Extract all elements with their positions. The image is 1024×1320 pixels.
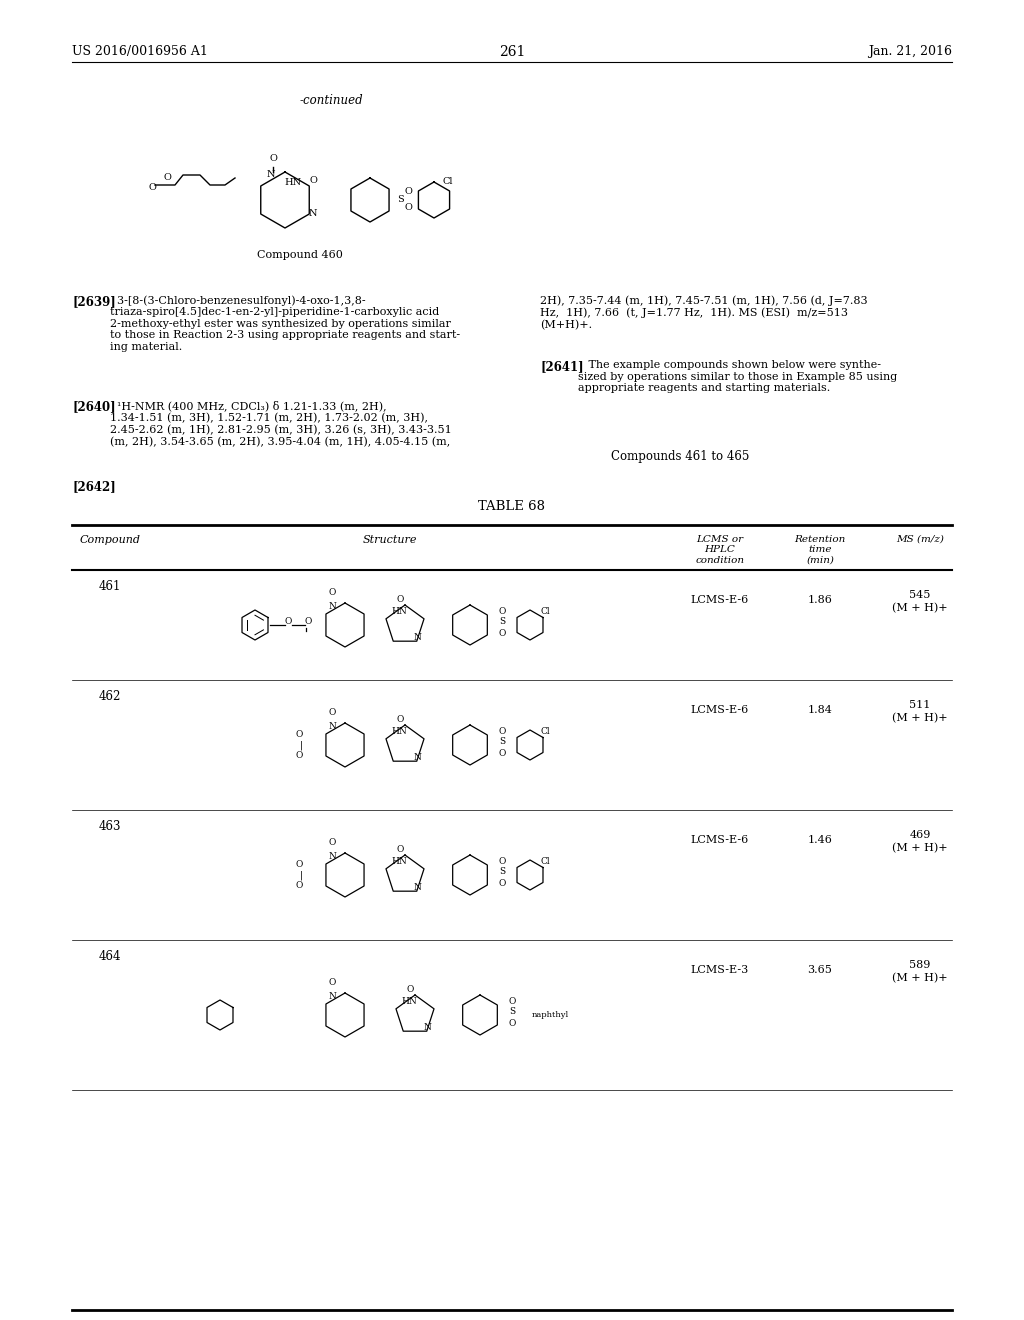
Text: Cl: Cl — [541, 857, 550, 866]
Text: O: O — [499, 879, 506, 887]
Text: [2640]: [2640] — [72, 400, 116, 413]
Text: N: N — [328, 722, 336, 731]
Text: 261: 261 — [499, 45, 525, 59]
Text: O: O — [499, 607, 506, 616]
Text: O: O — [499, 628, 506, 638]
Text: 463: 463 — [98, 820, 121, 833]
Text: O: O — [499, 858, 506, 866]
Text: O: O — [269, 154, 276, 164]
Text: N: N — [423, 1023, 431, 1031]
Text: N: N — [413, 752, 421, 762]
Text: O: O — [396, 846, 403, 854]
Text: N: N — [328, 602, 336, 611]
Text: O: O — [499, 748, 506, 758]
Text: 461: 461 — [98, 579, 121, 593]
Text: HN: HN — [285, 178, 302, 187]
Text: [2641]: [2641] — [540, 360, 584, 374]
Text: Structure: Structure — [362, 535, 417, 545]
Text: [2642]: [2642] — [72, 480, 116, 492]
Text: Cl: Cl — [442, 177, 454, 186]
Text: The example compounds shown below were synthe-
sized by operations similar to th: The example compounds shown below were s… — [578, 360, 897, 393]
Text: O: O — [396, 595, 403, 605]
Text: O: O — [309, 176, 317, 185]
Text: ¹H-NMR (400 MHz, CDCl₃) δ 1.21-1.33 (m, 2H),
1.34-1.51 (m, 3H), 1.52-1.71 (m, 2H: ¹H-NMR (400 MHz, CDCl₃) δ 1.21-1.33 (m, … — [110, 400, 452, 446]
Text: S: S — [509, 1007, 515, 1016]
Text: 2H), 7.35-7.44 (m, 1H), 7.45-7.51 (m, 1H), 7.56 (d, J=7.83
Hz,  1H), 7.66  (t, J: 2H), 7.35-7.44 (m, 1H), 7.45-7.51 (m, 1H… — [540, 294, 867, 330]
Text: O: O — [404, 203, 412, 213]
Text: (M + H)+: (M + H)+ — [892, 603, 948, 614]
Text: S: S — [396, 195, 403, 205]
Text: N: N — [413, 632, 421, 642]
Text: 3-[8-(3-Chloro-benzenesulfonyl)-4-oxo-1,3,8-
triaza-spiro[4.5]dec-1-en-2-yl]-pip: 3-[8-(3-Chloro-benzenesulfonyl)-4-oxo-1,… — [110, 294, 460, 352]
Text: O: O — [407, 986, 414, 994]
Text: 589: 589 — [909, 960, 931, 970]
Text: N: N — [309, 209, 317, 218]
Text: O: O — [285, 618, 292, 627]
Text: 3.65: 3.65 — [808, 965, 833, 975]
Text: O: O — [396, 715, 403, 725]
Text: 511: 511 — [909, 700, 931, 710]
Text: -continued: -continued — [300, 94, 364, 107]
Text: O: O — [329, 838, 336, 847]
Text: HN: HN — [391, 726, 407, 735]
Text: N: N — [413, 883, 421, 891]
Text: Jan. 21, 2016: Jan. 21, 2016 — [868, 45, 952, 58]
Text: 1.84: 1.84 — [808, 705, 833, 715]
Text: (M + H)+: (M + H)+ — [892, 973, 948, 983]
Text: S: S — [499, 867, 505, 876]
Text: O: O — [329, 708, 336, 717]
Text: 464: 464 — [98, 950, 121, 964]
Text: N: N — [328, 851, 336, 861]
Text: O
|
O: O | O — [296, 859, 303, 890]
Text: N: N — [328, 991, 336, 1001]
Text: Compound 460: Compound 460 — [257, 249, 343, 260]
Text: 469: 469 — [909, 830, 931, 840]
Text: Compounds 461 to 465: Compounds 461 to 465 — [610, 450, 750, 463]
Text: LCMS-E-6: LCMS-E-6 — [691, 836, 750, 845]
Text: HN: HN — [391, 606, 407, 615]
Text: LCMS-E-3: LCMS-E-3 — [691, 965, 750, 975]
Text: O: O — [508, 998, 516, 1006]
Text: 1.46: 1.46 — [808, 836, 833, 845]
Text: Retention
time
(min): Retention time (min) — [795, 535, 846, 565]
Text: O: O — [163, 173, 171, 182]
Text: (M + H)+: (M + H)+ — [892, 843, 948, 853]
Text: O: O — [499, 727, 506, 737]
Text: 1.86: 1.86 — [808, 595, 833, 605]
Text: O: O — [404, 187, 412, 197]
Text: naphthyl: naphthyl — [531, 1011, 568, 1019]
Text: MS (m/z): MS (m/z) — [896, 535, 944, 544]
Text: TABLE 68: TABLE 68 — [478, 500, 546, 513]
Text: O: O — [148, 183, 156, 193]
Text: (M + H)+: (M + H)+ — [892, 713, 948, 723]
Text: O
|
O: O | O — [296, 730, 303, 760]
Text: N: N — [266, 170, 275, 180]
Text: O: O — [329, 978, 336, 987]
Text: O: O — [508, 1019, 516, 1027]
Text: Compound: Compound — [80, 535, 140, 545]
Text: O: O — [304, 618, 311, 627]
Text: 462: 462 — [98, 690, 121, 704]
Text: O: O — [329, 587, 336, 597]
Text: US 2016/0016956 A1: US 2016/0016956 A1 — [72, 45, 208, 58]
Text: LCMS-E-6: LCMS-E-6 — [691, 705, 750, 715]
Text: Cl: Cl — [541, 607, 550, 616]
Text: S: S — [499, 618, 505, 627]
Text: HN: HN — [391, 857, 407, 866]
Text: HN: HN — [401, 997, 417, 1006]
Text: LCMS-E-6: LCMS-E-6 — [691, 595, 750, 605]
Text: LCMS or
HPLC
condition: LCMS or HPLC condition — [695, 535, 744, 565]
Text: [2639]: [2639] — [72, 294, 116, 308]
Text: Cl: Cl — [541, 727, 550, 737]
Text: S: S — [499, 738, 505, 747]
Text: 545: 545 — [909, 590, 931, 601]
